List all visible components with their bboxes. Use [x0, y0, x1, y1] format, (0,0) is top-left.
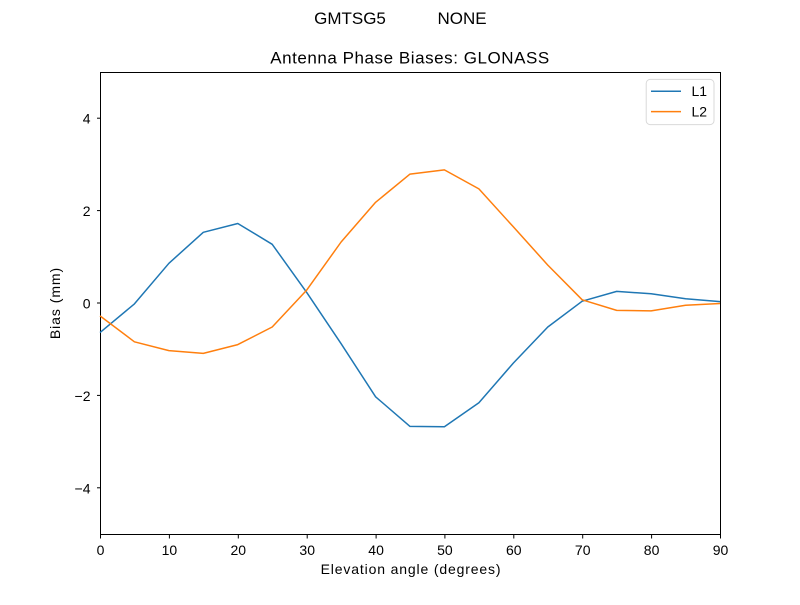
svg-text:10: 10 — [162, 542, 178, 558]
svg-text:20: 20 — [231, 542, 247, 558]
svg-text:50: 50 — [437, 542, 453, 558]
svg-text:80: 80 — [644, 542, 660, 558]
svg-text:GMTSG5: GMTSG5 — [314, 9, 386, 28]
svg-text:70: 70 — [575, 542, 591, 558]
svg-text:L1: L1 — [692, 83, 708, 99]
svg-text:NONE: NONE — [437, 9, 486, 28]
svg-text:0: 0 — [97, 542, 105, 558]
svg-text:L2: L2 — [692, 103, 708, 119]
svg-text:0: 0 — [83, 296, 91, 312]
svg-text:Elevation angle (degrees): Elevation angle (degrees) — [321, 561, 502, 577]
svg-text:4: 4 — [83, 111, 91, 127]
svg-text:40: 40 — [368, 542, 384, 558]
svg-text:Antenna Phase Biases: GLONASS: Antenna Phase Biases: GLONASS — [270, 49, 550, 68]
svg-text:−2: −2 — [75, 388, 91, 404]
svg-text:−4: −4 — [75, 480, 91, 496]
svg-text:30: 30 — [299, 542, 315, 558]
svg-text:2: 2 — [83, 203, 91, 219]
svg-text:Bias (mm): Bias (mm) — [47, 267, 63, 339]
svg-text:90: 90 — [713, 542, 729, 558]
svg-text:60: 60 — [506, 542, 522, 558]
